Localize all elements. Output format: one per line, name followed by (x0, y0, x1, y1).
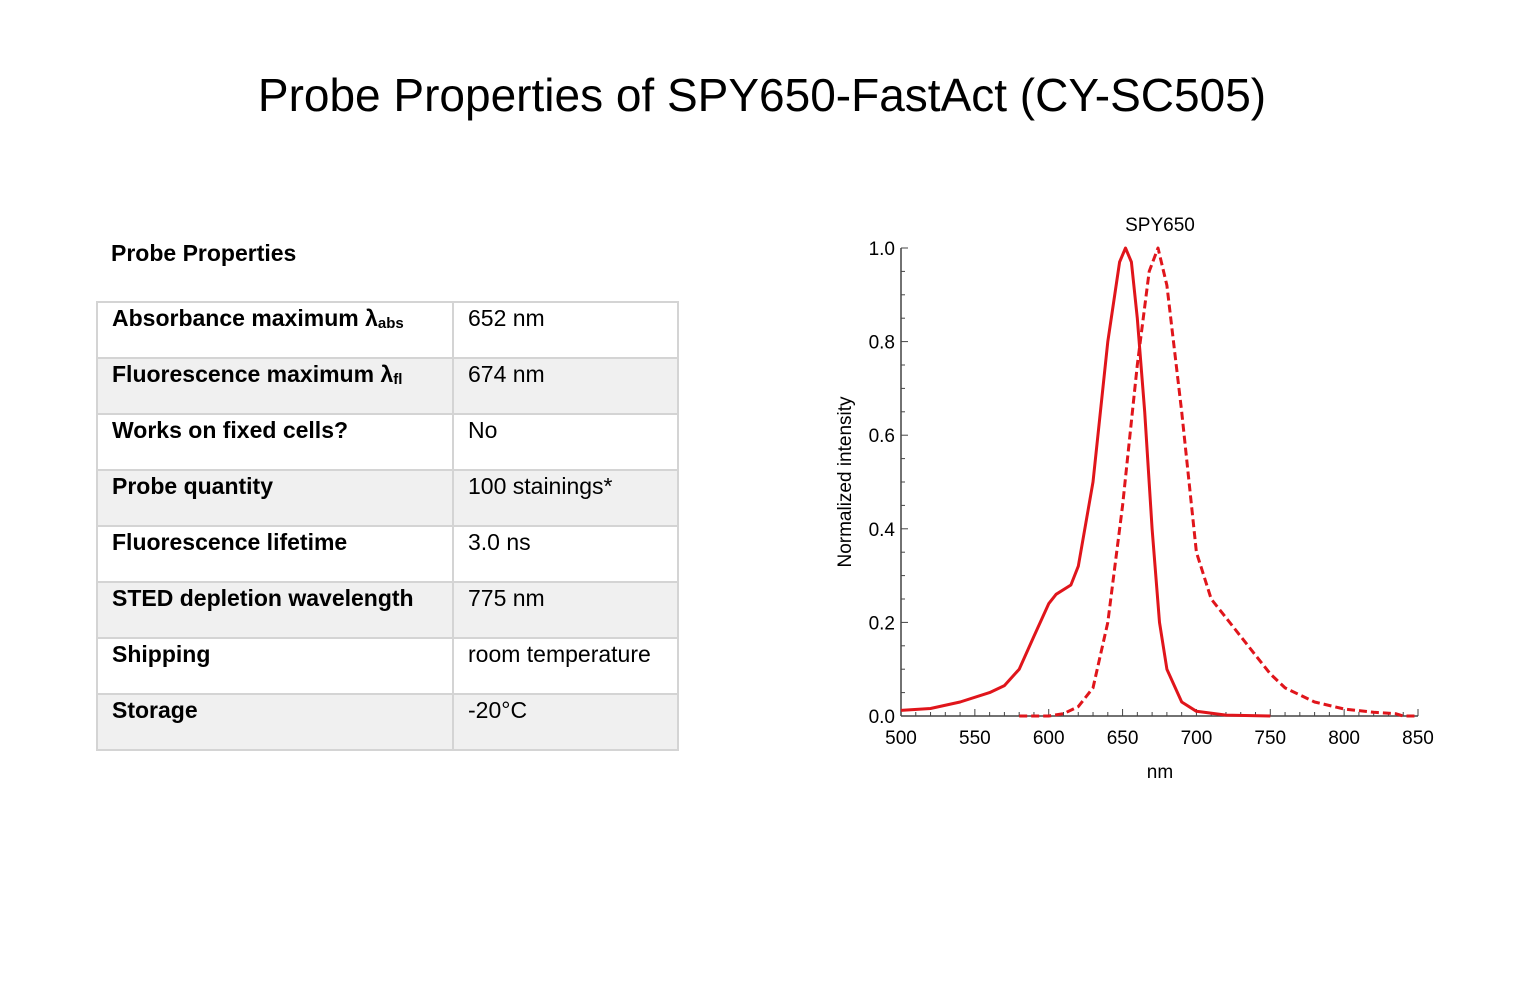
table-row: Fluorescence lifetime 3.0 ns (96, 525, 679, 583)
y-tick-label: 0.4 (869, 520, 896, 541)
table-heading: Probe Properties (111, 240, 297, 266)
property-value: room temperature (452, 637, 679, 695)
table-row: STED depletion wavelength 775 nm (96, 581, 679, 639)
table-row: Storage -20°C (96, 693, 679, 751)
property-label: Probe quantity (96, 469, 454, 527)
property-label: Fluorescence maximum λfl (96, 357, 454, 415)
series-fluorescence-line (1019, 246, 1418, 718)
x-tick-label: 750 (1254, 728, 1286, 749)
property-label: Absorbance maximum λabs (96, 301, 454, 359)
y-tick-label: 0.8 (869, 333, 895, 354)
property-label: Storage (96, 693, 454, 751)
x-tick-label: 650 (1107, 728, 1139, 749)
page-title: Probe Properties of SPY650-FastAct (CY-S… (257, 69, 1267, 121)
x-tick-label: 850 (1402, 728, 1434, 749)
property-value: 652 nm (452, 301, 679, 359)
property-value: 100 stainings* (452, 469, 679, 527)
y-tick-label: 1.0 (869, 239, 895, 260)
x-tick-label: 700 (1181, 728, 1213, 749)
property-label: Fluorescence lifetime (96, 525, 454, 583)
x-tick-label: 600 (1033, 728, 1065, 749)
property-value: 775 nm (452, 581, 679, 639)
table-row: Fluorescence maximum λfl 674 nm (96, 357, 679, 415)
property-value: -20°C (452, 693, 679, 751)
x-tick-label: 500 (885, 728, 917, 749)
chart-title: SPY650 (1125, 215, 1195, 236)
x-tick-label: 550 (959, 728, 991, 749)
property-value: 674 nm (452, 357, 679, 415)
series-absorbance-line (900, 246, 1271, 718)
properties-table: Absorbance maximum λabs 652 nm Fluorescenc… (96, 301, 679, 751)
y-tick-label: 0.2 (869, 613, 895, 634)
y-tick-label: 0.6 (869, 426, 895, 447)
table-row: Absorbance maximum λabs 652 nm (96, 301, 679, 359)
table-row: Shipping room temperature (96, 637, 679, 695)
x-tick-label: 800 (1328, 728, 1360, 749)
table-row: Probe quantity 100 stainings* (96, 469, 679, 527)
property-value: 3.0 ns (452, 525, 679, 583)
table-row: Works on fixed cells? No (96, 413, 679, 471)
property-label: Works on fixed cells? (96, 413, 454, 471)
x-axis-label: nm (1147, 762, 1173, 783)
property-value: No (452, 413, 679, 471)
property-label: Shipping (96, 637, 454, 695)
y-axis-label: Normalized intensity (835, 396, 856, 568)
property-label: STED depletion wavelength (96, 581, 454, 639)
y-tick-label: 0.0 (869, 707, 895, 728)
